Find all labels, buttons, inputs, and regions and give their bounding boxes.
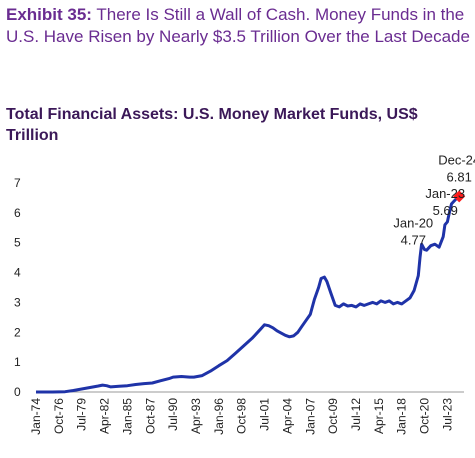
x-tick-label: Jul-12: [349, 398, 363, 431]
x-tick-label: Oct-87: [143, 398, 157, 434]
x-tick-label: Apr-04: [280, 398, 294, 434]
annotation-label: Jan-23: [425, 186, 465, 201]
x-tick-label: Jan-18: [395, 398, 409, 435]
annotation-label: 5.69: [433, 203, 458, 218]
annotation-label: Jan-20: [393, 216, 433, 231]
x-tick-label: Jul-23: [440, 398, 454, 431]
x-tick-label: Jul-01: [258, 398, 272, 431]
annotation-label: 4.77: [401, 233, 426, 248]
exhibit-label: Exhibit 35:: [6, 5, 92, 24]
x-tick-label: Jul-79: [75, 398, 89, 431]
series-line: [36, 195, 461, 394]
y-tick-label: 0: [14, 385, 21, 399]
y-tick-label: 5: [14, 236, 21, 250]
x-tick-label: Apr-93: [189, 398, 203, 434]
x-tick-label: Apr-82: [98, 398, 112, 434]
x-tick-label: Jan-85: [120, 398, 134, 435]
exhibit-header: Exhibit 35: There Is Still a Wall of Cas…: [6, 4, 471, 48]
latest-value-marker: [453, 190, 466, 203]
y-axis: 0 1 2 3 4 5 6 7: [14, 176, 21, 399]
x-tick-label: Jul-90: [166, 398, 180, 431]
annotation-label: 6.81: [447, 170, 472, 185]
x-tick-label: Oct-09: [326, 398, 340, 434]
y-tick-label: 4: [14, 266, 21, 280]
y-tick-label: 6: [14, 206, 21, 220]
x-tick-label: Oct-76: [52, 398, 66, 434]
x-tick-label: Jan-07: [303, 398, 317, 435]
x-tick-label: Oct-98: [235, 398, 249, 434]
y-tick-label: 2: [14, 325, 21, 339]
x-axis: Jan-74 Oct-76 Jul-79 Apr-82 Jan-85 Oct-87 Jul-…: [29, 398, 454, 435]
y-tick-label: 3: [14, 295, 21, 309]
chart-title: Total Financial Assets: U.S. Money Marke…: [6, 106, 418, 144]
x-tick-label: Jan-74: [29, 398, 43, 435]
annotation-label: Dec-24: [438, 153, 475, 168]
x-tick-label: Oct-20: [418, 398, 432, 434]
y-tick-label: 7: [14, 176, 21, 190]
marker-group: [453, 190, 466, 203]
y-tick-label: 1: [14, 355, 21, 369]
exhibit-text: There Is Still a Wall of Cash. Money Fun…: [6, 5, 470, 46]
x-tick-label: Jan-96: [212, 398, 226, 435]
x-tick-label: Apr-15: [372, 398, 386, 434]
